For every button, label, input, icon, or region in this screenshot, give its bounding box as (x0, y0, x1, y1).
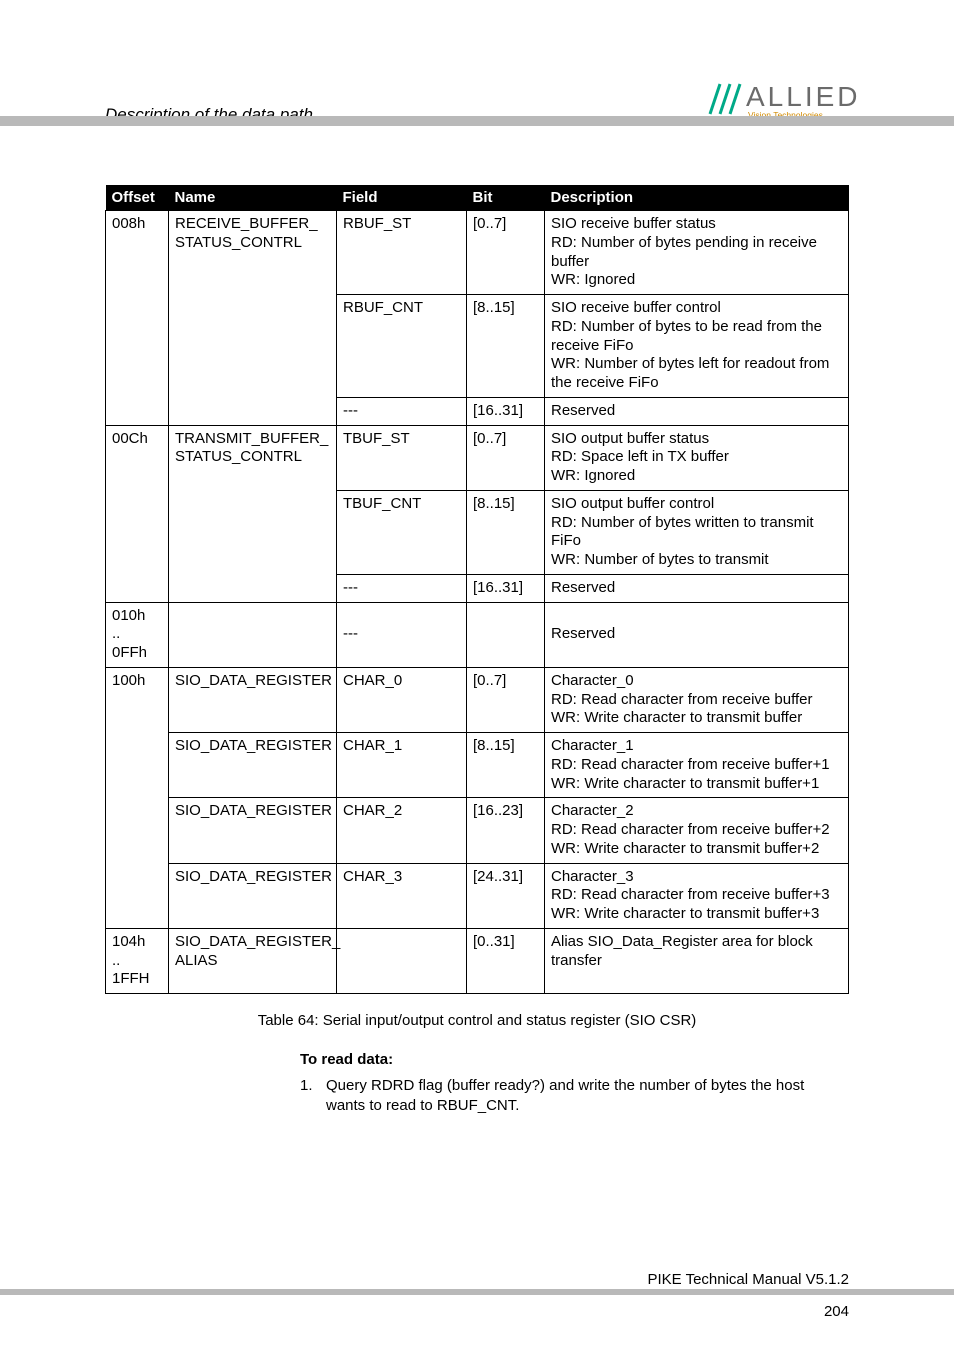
cell-name: SIO_DATA_REGISTER (169, 667, 337, 732)
cell-bit: [16..31] (467, 574, 545, 602)
cell-name: TRANSMIT_BUFFER_STATUS_CONTRL (169, 425, 337, 602)
cell-desc: SIO output buffer controlRD: Number of b… (545, 490, 849, 574)
cell-name: SIO_DATA_REGISTER (169, 863, 337, 928)
cell-desc: Character_2RD: Read character from recei… (545, 798, 849, 863)
cell-desc: SIO output buffer statusRD: Space left i… (545, 425, 849, 490)
cell-desc: Reserved (545, 574, 849, 602)
cell-bit: [8..15] (467, 490, 545, 574)
col-header-offset: Offset (106, 185, 169, 211)
cell-desc: Character_3RD: Read character from recei… (545, 863, 849, 928)
table-row: SIO_DATA_REGISTERCHAR_3[24..31]Character… (106, 863, 849, 928)
cell-field (337, 928, 467, 993)
cell-field: RBUF_CNT (337, 295, 467, 398)
footer-doc: PIKE Technical Manual V5.1.2 (647, 1271, 849, 1288)
cell-field: CHAR_0 (337, 667, 467, 732)
register-table: Offset Name Field Bit Description 008hRE… (105, 185, 849, 994)
col-header-name: Name (169, 185, 337, 211)
logo-slashes-icon (710, 84, 740, 114)
table-body: 008hRECEIVE_BUFFER_STATUS_CONTRLRBUF_ST[… (106, 211, 849, 994)
cell-desc: Reserved (545, 397, 849, 425)
cell-field: CHAR_2 (337, 798, 467, 863)
cell-bit: [16..23] (467, 798, 545, 863)
table-row: 008hRECEIVE_BUFFER_STATUS_CONTRLRBUF_ST[… (106, 211, 849, 295)
list-text-line2: wants to read to RBUF_CNT. (326, 1096, 849, 1116)
cell-name: RECEIVE_BUFFER_STATUS_CONTRL (169, 211, 337, 426)
content-area: Offset Name Field Bit Description 008hRE… (105, 185, 849, 1117)
list-number: 1. (300, 1076, 326, 1096)
cell-offset: 104h..1FFH (106, 928, 169, 993)
cell-name: SIO_DATA_REGISTER (169, 733, 337, 798)
table-row: 010h..0FFh --- Reserved (106, 602, 849, 667)
cell-offset: 00Ch (106, 425, 169, 602)
header-bar (0, 116, 954, 126)
subhead: To read data: (300, 1051, 849, 1068)
table-row: 100hSIO_DATA_REGISTERCHAR_0[0..7]Charact… (106, 667, 849, 732)
cell-offset: 008h (106, 211, 169, 426)
cell-bit (467, 602, 545, 667)
cell-offset: 010h..0FFh (106, 602, 169, 667)
cell-field: TBUF_ST (337, 425, 467, 490)
footer-bar (0, 1289, 954, 1295)
col-header-field: Field (337, 185, 467, 211)
cell-bit: [24..31] (467, 863, 545, 928)
cell-bit: [0..7] (467, 425, 545, 490)
logo-main-text: ALLIED (746, 81, 861, 112)
table-row: 104h..1FFHSIO_DATA_REGISTER_ALIAS [0..31]… (106, 928, 849, 993)
cell-bit: [0..7] (467, 667, 545, 732)
table-row: 00ChTRANSMIT_BUFFER_STATUS_CONTRLTBUF_ST… (106, 425, 849, 490)
cell-name: SIO_DATA_REGISTER_ALIAS (169, 928, 337, 993)
cell-name (169, 602, 337, 667)
cell-desc: SIO receive buffer controlRD: Number of … (545, 295, 849, 398)
cell-field: --- (337, 397, 467, 425)
cell-field: --- (337, 602, 467, 667)
cell-desc: Reserved (545, 602, 849, 667)
cell-bit: [0..7] (467, 211, 545, 295)
cell-desc: SIO receive buffer statusRD: Number of b… (545, 211, 849, 295)
table-row: SIO_DATA_REGISTERCHAR_2[16..23]Character… (106, 798, 849, 863)
cell-bit: [8..15] (467, 733, 545, 798)
table-row: SIO_DATA_REGISTERCHAR_1[8..15]Character_… (106, 733, 849, 798)
cell-field: CHAR_1 (337, 733, 467, 798)
cell-field: TBUF_CNT (337, 490, 467, 574)
col-header-desc: Description (545, 185, 849, 211)
cell-bit: [8..15] (467, 295, 545, 398)
cell-field: RBUF_ST (337, 211, 467, 295)
numbered-list: 1.Query RDRD flag (buffer ready?) and wr… (300, 1076, 849, 1117)
cell-desc: Character_0RD: Read character from recei… (545, 667, 849, 732)
table-header-row: Offset Name Field Bit Description (106, 185, 849, 211)
cell-bit: [16..31] (467, 397, 545, 425)
cell-offset: 100h (106, 667, 169, 928)
cell-field: --- (337, 574, 467, 602)
cell-desc: Character_1RD: Read character from recei… (545, 733, 849, 798)
cell-desc: Alias SIO_Data_Register area for block t… (545, 928, 849, 993)
cell-field: CHAR_3 (337, 863, 467, 928)
cell-name: SIO_DATA_REGISTER (169, 798, 337, 863)
list-text-line1: Query RDRD flag (buffer ready?) and writ… (326, 1077, 804, 1094)
col-header-bit: Bit (467, 185, 545, 211)
cell-bit: [0..31] (467, 928, 545, 993)
page-number: 204 (824, 1303, 849, 1320)
table-caption: Table 64: Serial input/output control an… (105, 1012, 849, 1029)
page: Description of the data path ALLIED Visi… (0, 0, 954, 1350)
